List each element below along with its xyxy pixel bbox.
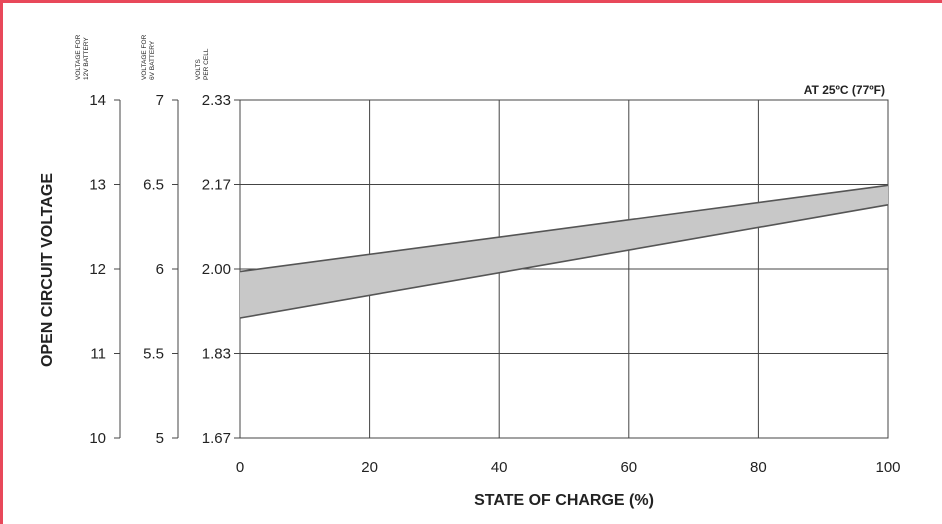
y-tick-label: 2.33 bbox=[202, 92, 231, 109]
y-tick-label: 10 bbox=[89, 430, 106, 447]
annotation-label: AT 25ºC (77ºF) bbox=[804, 83, 885, 97]
x-tick-label: 40 bbox=[491, 459, 508, 476]
x-tick-label: 60 bbox=[620, 459, 637, 476]
y-tick-label: 7 bbox=[156, 92, 164, 109]
x-tick-label: 20 bbox=[361, 459, 378, 476]
y-axis-title: OPEN CIRCUIT VOLTAGE bbox=[39, 173, 56, 367]
y-tick-label: 6.5 bbox=[143, 177, 164, 194]
axes bbox=[114, 99, 240, 439]
x-tick-label: 0 bbox=[236, 459, 244, 476]
y-tick-label: 13 bbox=[89, 177, 106, 194]
band-lower-line bbox=[239, 203, 889, 319]
voltage-band-area bbox=[240, 185, 888, 319]
band-upper-line bbox=[239, 184, 889, 273]
x-axis-title: STATE OF CHARGE (%) bbox=[474, 492, 654, 509]
x-tick-label: 80 bbox=[750, 459, 767, 476]
x-tick-label: 100 bbox=[875, 459, 900, 476]
y-axis-header: VOLTSPER CELL bbox=[195, 48, 210, 80]
y-tick-label: 6 bbox=[156, 261, 164, 278]
y-axis-header: VOLTAGE FOR6V BATTERY bbox=[141, 34, 156, 80]
y-axis-header: VOLTAGE FOR12V BATTERY bbox=[75, 34, 90, 80]
voltage-band bbox=[239, 184, 889, 319]
y-tick-label: 14 bbox=[89, 92, 106, 109]
y-tick-label: 1.67 bbox=[202, 430, 231, 447]
y-tick-label: 2.00 bbox=[202, 261, 231, 278]
labels: AT 25ºC (77ºF) STATE OF CHARGE (%) OPEN … bbox=[39, 34, 901, 509]
y-tick-label: 1.83 bbox=[202, 346, 231, 363]
y-tick-label: 12 bbox=[89, 261, 106, 278]
y-tick-label: 5.5 bbox=[143, 346, 164, 363]
y-tick-label: 2.17 bbox=[202, 177, 231, 194]
y-tick-label: 5 bbox=[156, 430, 164, 447]
y-tick-label: 11 bbox=[90, 346, 106, 363]
